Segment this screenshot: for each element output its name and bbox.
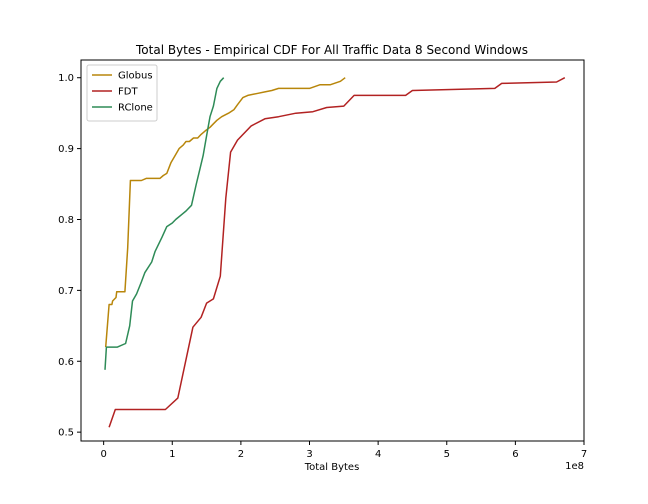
x-tick-label: 5 [444, 449, 450, 460]
y-tick-label: 0.8 [58, 215, 74, 226]
legend: Globus FDT RClone [86, 64, 158, 122]
x-tick-label: 6 [512, 449, 518, 460]
x-tick-label: 0 [100, 449, 106, 460]
series-line-globus [104, 77, 346, 348]
x-tick-label: 7 [581, 449, 587, 460]
x-tick-label: 1 [169, 449, 175, 460]
x-axis-label: Total Bytes [304, 462, 360, 473]
series-group [104, 77, 566, 428]
x-tick-label: 4 [375, 449, 381, 460]
chart-title: Total Bytes - Empirical CDF For All Traf… [135, 43, 528, 57]
y-axis: 0.5 0.6 0.7 0.8 0.9 1.0 [58, 73, 81, 439]
x-tick-label: 2 [238, 449, 244, 460]
x-axis-offset-label: 1e8 [565, 461, 584, 472]
legend-label-globus: Globus [118, 71, 153, 82]
y-tick-label: 1.0 [58, 73, 74, 84]
y-tick-label: 0.9 [58, 144, 74, 155]
y-tick-label: 0.5 [58, 428, 74, 439]
y-tick-label: 0.6 [58, 357, 74, 368]
y-tick-label: 0.7 [58, 286, 74, 297]
legend-label-rclone: RClone [118, 103, 153, 114]
series-line-fdt [108, 77, 566, 428]
series-line-rclone [104, 77, 225, 370]
x-tick-label: 3 [306, 449, 312, 460]
plot-frame [80, 59, 585, 442]
legend-label-fdt: FDT [118, 87, 138, 98]
x-axis: 0 1 2 3 4 5 6 7 [100, 441, 587, 460]
